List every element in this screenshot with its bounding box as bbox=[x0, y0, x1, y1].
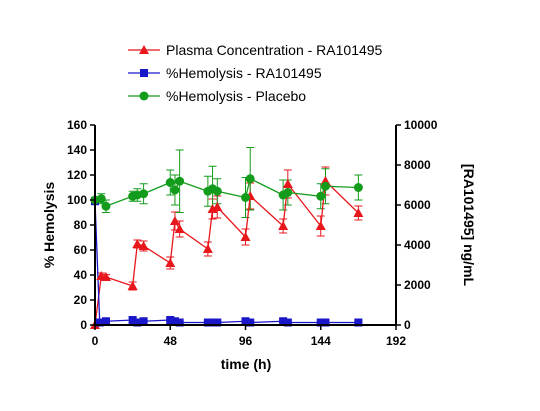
square-series-1-point bbox=[316, 318, 325, 327]
triangle-series-0-point bbox=[132, 239, 143, 248]
y-tick-label-left: 40 bbox=[74, 268, 88, 282]
triangle-series-0-point bbox=[282, 179, 293, 188]
triangle-series-0-point bbox=[240, 232, 251, 241]
y-tick-label-left: 160 bbox=[67, 118, 87, 132]
y-axis-title-right: [RA101495] ng/mL bbox=[461, 164, 477, 287]
y-tick-label-left: 0 bbox=[80, 318, 87, 332]
x-tick-label: 96 bbox=[239, 334, 253, 348]
circle-series-2-point bbox=[175, 176, 185, 186]
triangle-series-0-point bbox=[138, 241, 149, 250]
triangle-series-0-point bbox=[165, 258, 176, 267]
circle-series-2-point bbox=[316, 191, 326, 201]
circle-series-2-point bbox=[170, 185, 180, 195]
x-tick-label: 192 bbox=[386, 334, 406, 348]
y-tick-label-left: 140 bbox=[67, 143, 87, 157]
y-tick-label-left: 60 bbox=[74, 243, 88, 257]
error-bars bbox=[91, 147, 363, 325]
axes: 0 20 40 60 80 100 120 140 160 0 2000 4000 6000 8000 10… bbox=[67, 118, 438, 348]
square-series-1-point bbox=[166, 316, 175, 324]
circle-series-2-point bbox=[283, 188, 293, 197]
square-series-1-point bbox=[133, 318, 142, 327]
legend-swatch-marker bbox=[139, 45, 149, 54]
circle-series-2-point bbox=[165, 178, 175, 187]
square-series-1-point bbox=[175, 318, 184, 327]
y-tick-label-right: 0 bbox=[404, 318, 411, 332]
y-tick-label-left: 100 bbox=[67, 193, 87, 207]
triangle-series-0-point bbox=[278, 221, 289, 230]
triangle-series-0-point bbox=[169, 216, 180, 225]
y-tick-label-right: 8000 bbox=[404, 158, 431, 172]
square-series-1-point bbox=[170, 317, 179, 326]
triangle-series-0-point bbox=[212, 202, 223, 211]
circle-series-2-point bbox=[320, 181, 330, 191]
y-tick-label-left: 120 bbox=[67, 168, 87, 182]
legend-label: Plasma Concentration - RA101495 bbox=[166, 42, 383, 58]
legend-swatch-marker bbox=[140, 69, 148, 77]
triangle-series-0-point bbox=[100, 272, 111, 281]
square-series-1-point bbox=[241, 317, 250, 326]
triangle-series-0-point bbox=[127, 281, 138, 290]
square-series-1-point bbox=[283, 318, 292, 327]
square-series-1-point bbox=[203, 318, 212, 327]
markers bbox=[90, 174, 364, 329]
y-tick-label-right: 6000 bbox=[404, 198, 431, 212]
x-tick-label: 0 bbox=[92, 334, 99, 348]
square-series-1-point bbox=[321, 318, 330, 327]
square-series-1-line bbox=[94, 201, 359, 324]
square-series-1-point bbox=[95, 318, 104, 327]
triangle-series-0-point bbox=[174, 224, 185, 233]
legend-label: %Hemolysis - Placebo bbox=[166, 88, 306, 104]
legend: Plasma Concentration - RA101495 %Hemolysi… bbox=[128, 42, 383, 104]
circle-series-2-point bbox=[96, 194, 106, 204]
x-tick-label: 144 bbox=[311, 334, 331, 348]
triangle-series-0-point bbox=[315, 221, 326, 230]
legend-label: %Hemolysis - RA101495 bbox=[166, 65, 322, 81]
triangle-series-0-point bbox=[202, 244, 213, 253]
circle-series-2-point bbox=[353, 183, 363, 192]
square-series-1-point bbox=[213, 318, 222, 327]
square-series-1-point bbox=[246, 318, 255, 327]
circle-series-2-point bbox=[139, 189, 149, 199]
y-axis-title-left: % Hemolysis bbox=[41, 182, 57, 269]
y-tick-label-left: 20 bbox=[74, 293, 88, 307]
y-tick-label-right: 2000 bbox=[404, 278, 431, 292]
y-tick-label-left: 80 bbox=[74, 218, 88, 232]
square-series-1-point bbox=[128, 316, 137, 324]
square-series-1-point bbox=[279, 317, 288, 326]
circle-series-2-point bbox=[101, 201, 111, 211]
triangle-series-0-point bbox=[353, 208, 364, 217]
circle-series-2-point bbox=[241, 193, 250, 202]
x-axis-title: time (h) bbox=[221, 356, 272, 372]
triangle-series-0-line bbox=[94, 179, 359, 326]
square-series-1-point bbox=[208, 318, 217, 327]
circle-series-2-point bbox=[245, 174, 255, 184]
circle-series-2-point bbox=[212, 186, 222, 196]
square-series-1-point bbox=[139, 317, 148, 326]
legend-swatch-marker bbox=[139, 91, 149, 101]
series-lines bbox=[94, 177, 359, 326]
square-series-1-point bbox=[101, 317, 110, 326]
x-tick-label: 48 bbox=[164, 334, 178, 348]
square-series-1-point bbox=[354, 318, 363, 327]
y-tick-label-right: 4000 bbox=[404, 238, 431, 252]
y-tick-label-right: 10000 bbox=[404, 118, 438, 132]
